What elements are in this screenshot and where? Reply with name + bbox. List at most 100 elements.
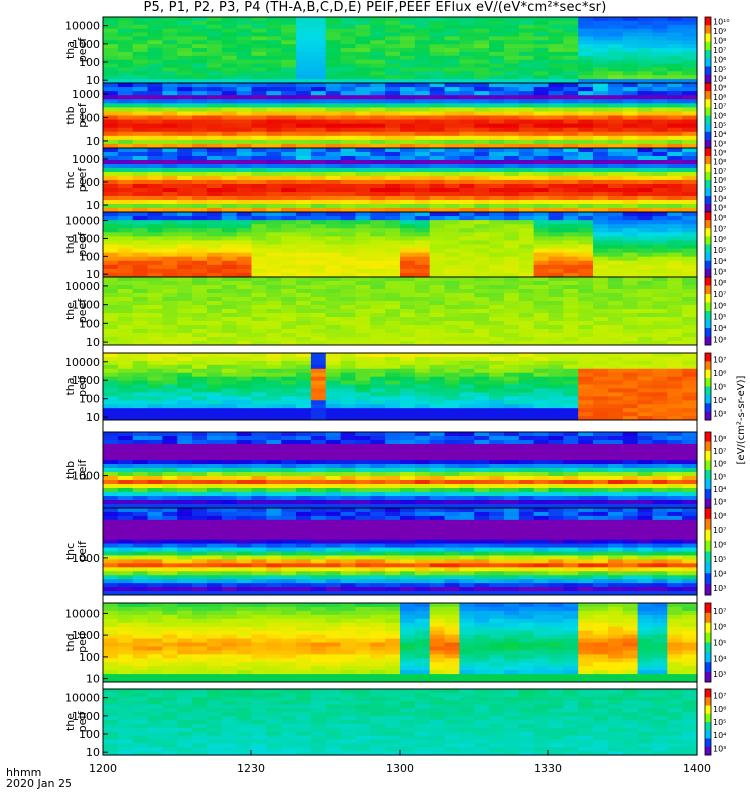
heatmap-cell [667, 272, 683, 278]
heatmap-cell [548, 164, 564, 169]
heatmap-cell [192, 488, 208, 493]
heatmap-cell [192, 464, 208, 469]
heatmap-cell [310, 272, 327, 278]
heatmap-cell [370, 139, 386, 145]
heatmap-cell [147, 200, 163, 205]
heatmap-cell [296, 317, 312, 322]
heatmap-cell [192, 236, 208, 242]
heatmap-cell [325, 115, 342, 121]
heatmap-cell [132, 412, 149, 417]
heatmap-cell [622, 488, 639, 493]
heatmap-cell [578, 309, 594, 314]
heatmap-cell [103, 212, 119, 217]
heatmap-cell [400, 188, 416, 193]
heatmap-cell [177, 432, 193, 437]
heatmap-cell [177, 51, 193, 57]
heatmap-cell [251, 224, 267, 229]
heatmap-cell [489, 412, 505, 417]
heatmap-cell [296, 309, 312, 314]
heatmap-cell [682, 496, 698, 501]
heatmap-cell [474, 468, 490, 473]
heatmap-cell [206, 204, 223, 209]
heatmap-cell [518, 480, 535, 485]
heatmap-cell [236, 240, 253, 246]
heatmap-cell [385, 436, 401, 441]
heatmap-cell [103, 317, 119, 322]
heatmap-cell [607, 152, 624, 157]
heatmap-cell [147, 152, 163, 157]
heatmap-cell [459, 119, 475, 125]
heatmap-cell [132, 208, 149, 213]
heatmap-cell [296, 107, 312, 113]
heatmap-cell [117, 368, 134, 374]
heatmap-cell [281, 285, 297, 290]
heatmap-cell [414, 228, 431, 233]
heatmap-cell [518, 301, 535, 306]
heatmap-cell [325, 289, 342, 294]
heatmap-cell [667, 188, 683, 193]
heatmap-cell [310, 356, 327, 362]
heatmap-cell [607, 372, 624, 378]
heatmap-cell [221, 416, 238, 421]
heatmap-cell [429, 180, 446, 185]
heatmap-cell [548, 289, 564, 294]
heatmap-cell [622, 360, 639, 366]
heatmap-cell [266, 232, 282, 237]
heatmap-cell [637, 504, 654, 509]
heatmap-cell [578, 139, 594, 145]
heatmap-cell [474, 196, 490, 201]
heatmap-cell [459, 103, 475, 108]
heatmap-cell [325, 63, 342, 69]
heatmap-cell [206, 268, 223, 274]
heatmap-cell [400, 456, 416, 461]
heatmap-cell [385, 476, 401, 481]
heatmap-cell [400, 392, 416, 397]
heatmap-cell [474, 184, 490, 189]
heatmap-cell [177, 200, 193, 205]
heatmap-cell [385, 356, 401, 362]
heatmap-cell [563, 180, 579, 185]
heatmap-cell [103, 551, 119, 557]
colorbar-tick-label: 10⁶ [713, 55, 726, 64]
heatmap-cell [206, 228, 223, 233]
heatmap-cell [251, 91, 267, 96]
heatmap-cell [310, 268, 327, 274]
heatmap-cell [563, 99, 579, 104]
heatmap-cell [266, 268, 282, 274]
heatmap-cell [162, 268, 178, 274]
heatmap-cell [548, 488, 564, 493]
heatmap-cell [459, 244, 475, 250]
heatmap-cell [667, 333, 683, 338]
heatmap-cell [177, 264, 193, 270]
heatmap-cell [340, 372, 357, 378]
heatmap-cell [489, 488, 505, 493]
heatmap-cell [251, 408, 267, 413]
heatmap-cell [132, 216, 149, 221]
heatmap-cell [281, 91, 297, 96]
heatmap-cell [548, 268, 564, 274]
heatmap-cell [444, 20, 460, 26]
heatmap-cell [281, 240, 297, 246]
heatmap-cell [162, 36, 178, 41]
heatmap-cell [147, 376, 163, 382]
heatmap-cell [563, 268, 579, 274]
heatmap-cell [607, 63, 624, 69]
heatmap-cell [400, 480, 416, 485]
heatmap-cell [370, 228, 386, 233]
heatmap-cell [682, 184, 698, 189]
heatmap-cell [444, 71, 460, 76]
heatmap-cell [578, 232, 594, 237]
heatmap-cell [414, 325, 431, 330]
heatmap-cell [652, 380, 668, 386]
heatmap-cell [459, 59, 475, 65]
heatmap-cell [459, 172, 475, 177]
colorbar-band [705, 115, 711, 125]
heatmap-cell [533, 111, 550, 117]
heatmap-cell [518, 192, 535, 197]
heatmap-cell [206, 180, 223, 185]
heatmap-cell [503, 260, 520, 266]
heatmap-cell [533, 333, 550, 338]
heatmap-cell [400, 272, 416, 278]
heatmap-cell [340, 436, 357, 441]
heatmap-cell [622, 20, 639, 26]
